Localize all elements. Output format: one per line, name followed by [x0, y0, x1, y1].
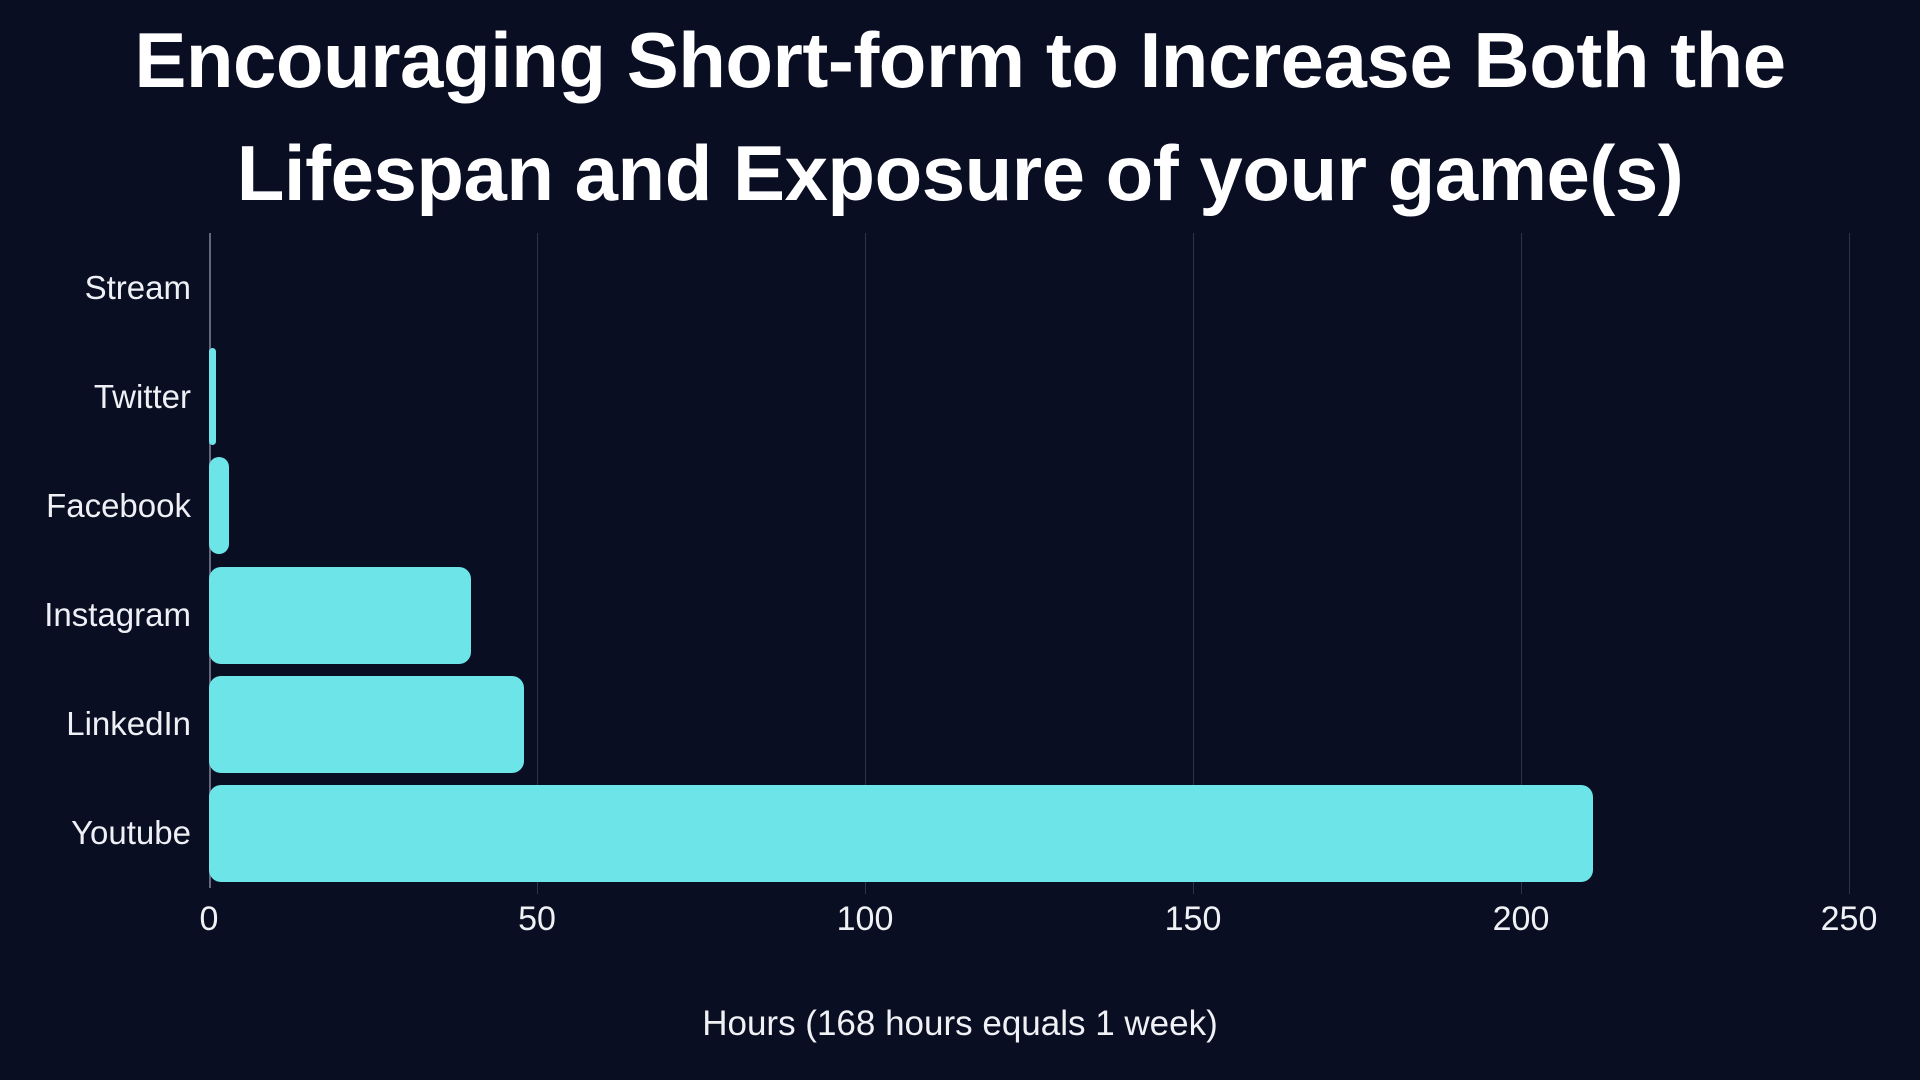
bar-row-youtube	[209, 779, 1849, 888]
bar-youtube	[209, 784, 1594, 882]
y-axis-label-facebook: Facebook	[46, 486, 191, 524]
x-tick-100: 100	[836, 900, 894, 938]
chart-title: Encouraging Short-form to Increase Both …	[0, 0, 1920, 230]
y-axis-label-linkedin: LinkedIn	[66, 705, 191, 743]
gridline-100	[865, 233, 866, 894]
y-axis-label-stream: Stream	[84, 268, 191, 306]
bar-row-stream	[209, 233, 1849, 342]
bar-instagram	[209, 566, 472, 664]
gridline-250	[1849, 233, 1850, 894]
gridline-200	[1521, 233, 1522, 894]
chart-title-line-1: Encouraging Short-form to Increase Both …	[134, 16, 1786, 104]
x-axis-label: Hours (168 hours equals 1 week)	[702, 1004, 1218, 1043]
plot-area	[209, 233, 1850, 894]
bar-row-facebook	[209, 451, 1849, 560]
y-axis-label-youtube: Youtube	[71, 814, 191, 852]
bar-rows	[209, 233, 1849, 888]
chart-canvas: Encouraging Short-form to Increase Both …	[0, 0, 1920, 1044]
bar-row-twitter	[209, 342, 1849, 451]
bar-linkedin	[209, 675, 524, 773]
y-axis-label-twitter: Twitter	[93, 377, 191, 415]
y-axis-line	[209, 233, 211, 888]
bar-row-linkedin	[209, 670, 1849, 779]
bar-row-instagram	[209, 561, 1849, 670]
x-tick-200: 200	[1492, 900, 1550, 938]
chart-body: Stream Twitter Facebook Instagram LinkedIn Yo…	[0, 233, 1920, 894]
x-tick-0: 0	[199, 900, 219, 938]
bar-twitter	[209, 348, 216, 446]
gridline-150	[1193, 233, 1194, 894]
y-axis-label-instagram: Instagram	[44, 596, 191, 634]
x-tick-250: 250	[1820, 900, 1878, 938]
x-tick-150: 150	[1164, 900, 1222, 938]
bar-chart: Stream Twitter Facebook Instagram LinkedIn Yo…	[0, 233, 1920, 1044]
x-axis-ticks: 0 50 100 150 200 250	[200, 888, 1878, 938]
x-tick-50: 50	[518, 900, 556, 938]
y-axis-labels: Stream Twitter Facebook Instagram LinkedIn Yo…	[0, 233, 209, 888]
gridline-50	[537, 233, 538, 894]
bar-facebook	[209, 457, 229, 555]
chart-title-line-2: Lifespan and Exposure of your game(s)	[236, 129, 1684, 217]
